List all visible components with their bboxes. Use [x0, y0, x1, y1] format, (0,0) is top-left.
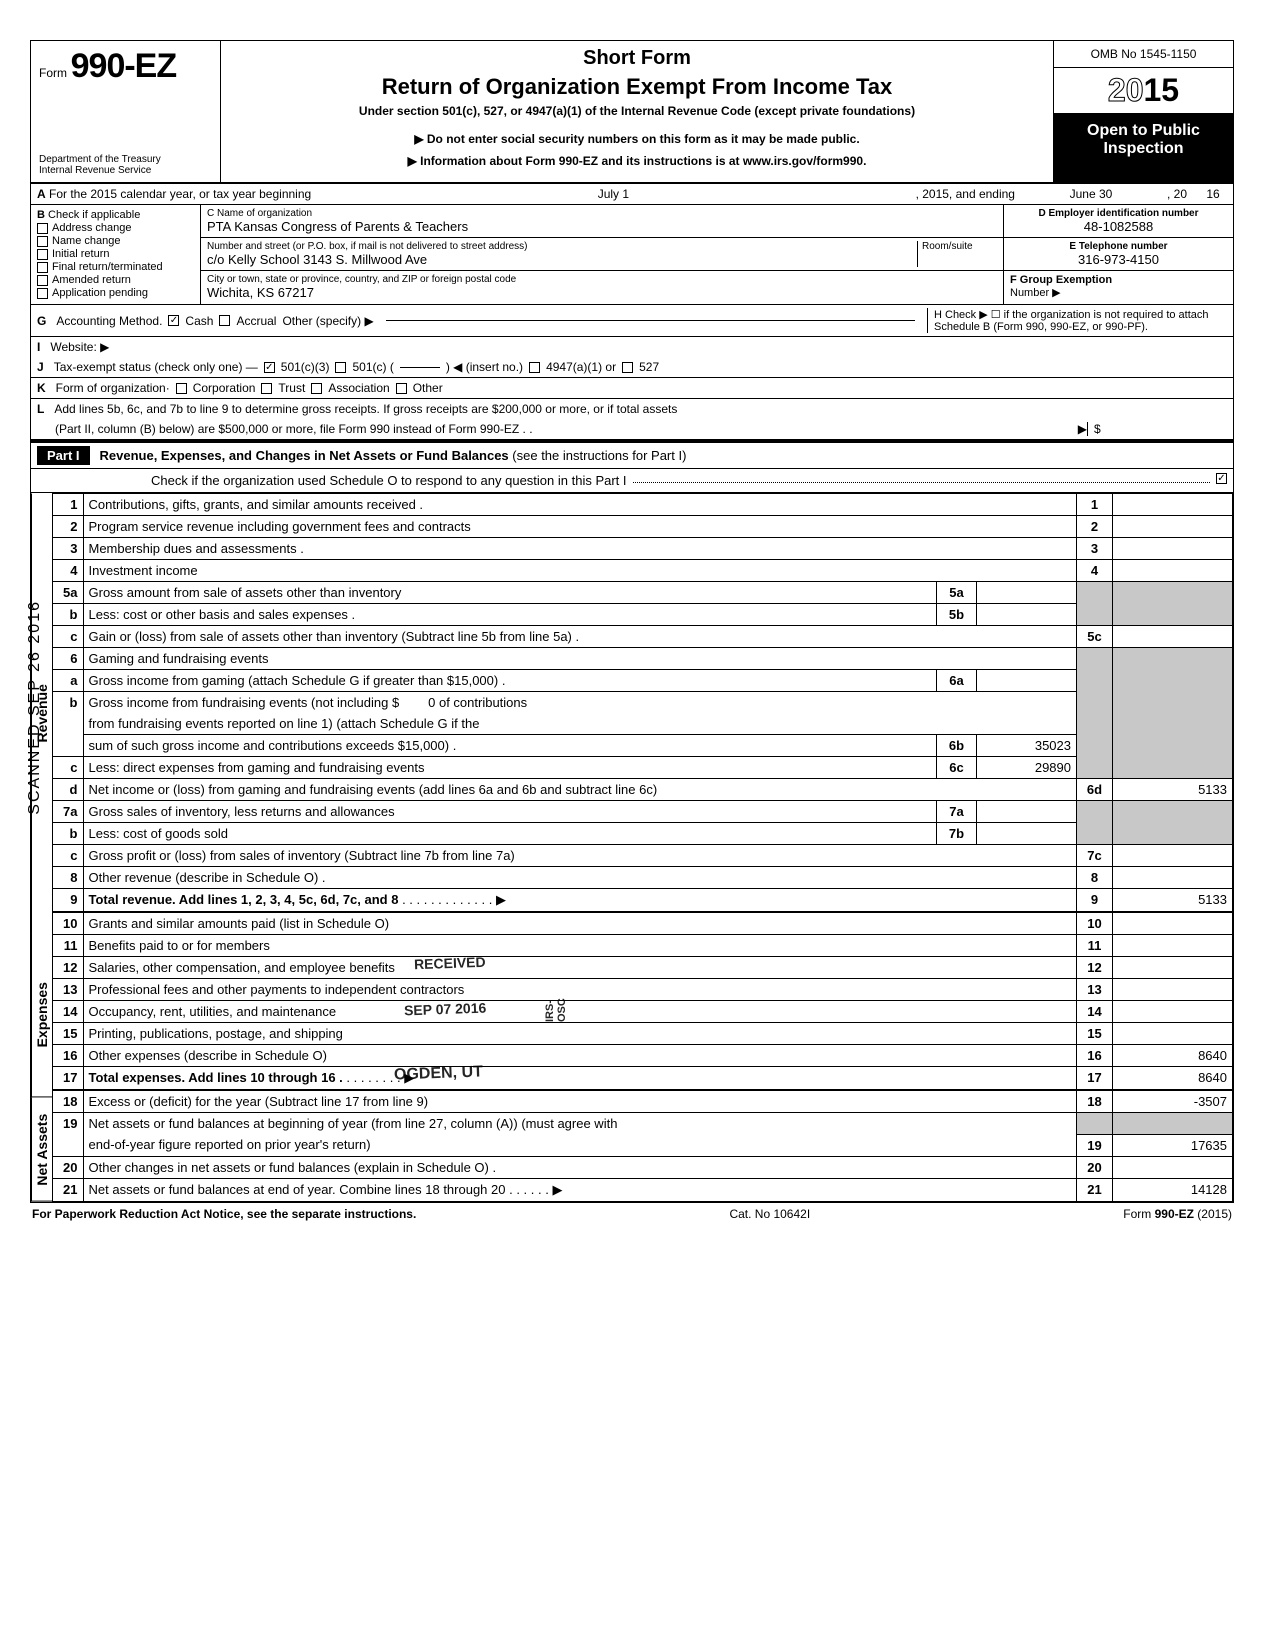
val-9: 5133	[1113, 889, 1233, 913]
schedule-o-check: Check if the organization used Schedule …	[31, 469, 1233, 493]
e-label: E Telephone number	[1010, 241, 1227, 252]
room-suite-label: Room/suite	[917, 241, 997, 267]
side-labels: Revenue Expenses Net Assets	[31, 493, 53, 1202]
val-16: 8640	[1113, 1045, 1233, 1067]
street-address: c/o Kelly School 3143 S. Millwood Ave	[207, 252, 917, 267]
instruction-1: Do not enter social security numbers on …	[231, 132, 1043, 146]
val-21: 14128	[1113, 1178, 1233, 1201]
tax-year-begin: July 1	[317, 184, 909, 204]
col-c: C Name of organization PTA Kansas Congre…	[201, 205, 1003, 304]
header-left: Form 990-EZ Department of the Treasury I…	[31, 41, 221, 182]
part-1-header: Part I Revenue, Expenses, and Changes in…	[31, 441, 1233, 469]
irs-stamp: IRS-OSC	[544, 991, 568, 1022]
val-18: -3507	[1113, 1090, 1233, 1113]
chk-cash[interactable]	[168, 315, 179, 326]
lines-block: Revenue Expenses Net Assets 1Contributio…	[31, 493, 1233, 1202]
chk-527[interactable]	[622, 362, 633, 373]
row-j: J Tax-exempt status (check only one) — 5…	[31, 357, 1233, 378]
f-number: Number ▶	[1010, 286, 1227, 299]
city-state-zip: Wichita, KS 67217	[207, 285, 997, 300]
footer: For Paperwork Reduction Act Notice, see …	[30, 1203, 1234, 1225]
part-1-tag: Part I	[37, 446, 90, 465]
short-form-label: Short Form	[231, 47, 1043, 70]
chk-sched-o[interactable]	[1216, 473, 1227, 484]
chk-trust[interactable]	[261, 383, 272, 394]
side-expenses: Expenses	[31, 933, 52, 1097]
c-label: C Name of organization	[207, 208, 997, 219]
val-6d: 5133	[1113, 779, 1233, 801]
chk-app-pending[interactable]: Application pending	[37, 287, 194, 299]
row-h: H Check ▶ ☐ if the organization is not r…	[927, 308, 1227, 333]
form-prefix: Form	[39, 66, 67, 80]
val-19: 17635	[1113, 1134, 1233, 1156]
row-g-h: G Accounting Method. Cash Accrual Other …	[31, 305, 1233, 337]
lines-table: 1Contributions, gifts, grants, and simil…	[53, 493, 1233, 1202]
open-to-public: Open to Public Inspection	[1054, 114, 1233, 182]
form-subtitle: Under section 501(c), 527, or 4947(a)(1)…	[231, 104, 1043, 118]
col-b: B Check if applicable Address change Nam…	[31, 205, 201, 304]
footer-left: For Paperwork Reduction Act Notice, see …	[32, 1207, 416, 1221]
city-label: City or town, state or province, country…	[207, 274, 997, 285]
col-def: D Employer identification number 48-1082…	[1003, 205, 1233, 304]
department: Department of the Treasury Internal Reve…	[39, 154, 212, 176]
chk-501c[interactable]	[335, 362, 346, 373]
chk-name-change[interactable]: Name change	[37, 235, 194, 247]
chk-initial-return[interactable]: Initial return	[37, 248, 194, 260]
chk-accrual[interactable]	[219, 315, 230, 326]
footer-mid: Cat. No 10642I	[729, 1207, 810, 1221]
chk-assoc[interactable]	[311, 383, 322, 394]
val-17: 8640	[1113, 1067, 1233, 1091]
side-revenue: Revenue	[31, 493, 52, 933]
form-number: 990-EZ	[71, 47, 177, 85]
tax-year: 2015	[1054, 68, 1233, 114]
received-stamp: RECEIVED	[413, 954, 485, 972]
phone: 316-973-4150	[1010, 252, 1227, 267]
header-mid: Short Form Return of Organization Exempt…	[221, 41, 1053, 182]
row-a: A For the 2015 calendar year, or tax yea…	[31, 184, 1233, 205]
row-i: I Website: ▶	[31, 337, 1233, 357]
ogden-stamp: OGDEN, UT	[393, 1063, 482, 1084]
val-6b: 35023	[977, 735, 1077, 757]
part-1-title: Revenue, Expenses, and Changes in Net As…	[100, 448, 687, 463]
d-label: D Employer identification number	[1010, 208, 1227, 219]
date-stamp: SEP 07 2016	[403, 1000, 486, 1019]
header-right: OMB No 1545-1150 2015 Open to Public Ins…	[1053, 41, 1233, 182]
val-6c: 29890	[977, 757, 1077, 779]
form-container: Form 990-EZ Department of the Treasury I…	[30, 40, 1234, 1203]
chk-final-return[interactable]: Final return/terminated	[37, 261, 194, 273]
form-page: SCANNED SEP 26 2016 Form 990-EZ Departme…	[30, 40, 1234, 1225]
side-netassets: Net Assets	[31, 1098, 52, 1202]
chk-address-change[interactable]: Address change	[37, 222, 194, 234]
instruction-2: Information about Form 990-EZ and its in…	[231, 154, 1043, 168]
tময়-year-end: June 30	[1021, 184, 1161, 204]
addr-label: Number and street (or P.O. box, if mail …	[207, 241, 917, 252]
form-title: Return of Organization Exempt From Incom…	[231, 74, 1043, 100]
section-bcd: B Check if applicable Address change Nam…	[31, 205, 1233, 305]
omb-number: OMB No 1545-1150	[1054, 41, 1233, 68]
chk-4947[interactable]	[529, 362, 540, 373]
org-name: PTA Kansas Congress of Parents & Teacher…	[207, 219, 997, 234]
chk-other-org[interactable]	[396, 383, 407, 394]
end-year: 16	[1193, 184, 1233, 204]
chk-501c3[interactable]	[264, 362, 275, 373]
chk-amended[interactable]: Amended return	[37, 274, 194, 286]
row-k: K Form of organization· Corporation Trus…	[31, 378, 1233, 399]
header-row: Form 990-EZ Department of the Treasury I…	[31, 41, 1233, 184]
f-label: F Group Exemption	[1010, 274, 1227, 286]
chk-corp[interactable]	[176, 383, 187, 394]
row-l: L Add lines 5b, 6c, and 7b to line 9 to …	[31, 399, 1233, 441]
footer-right: Form 990-EZ (2015)	[1123, 1207, 1232, 1221]
ein: 48-1082588	[1010, 219, 1227, 234]
